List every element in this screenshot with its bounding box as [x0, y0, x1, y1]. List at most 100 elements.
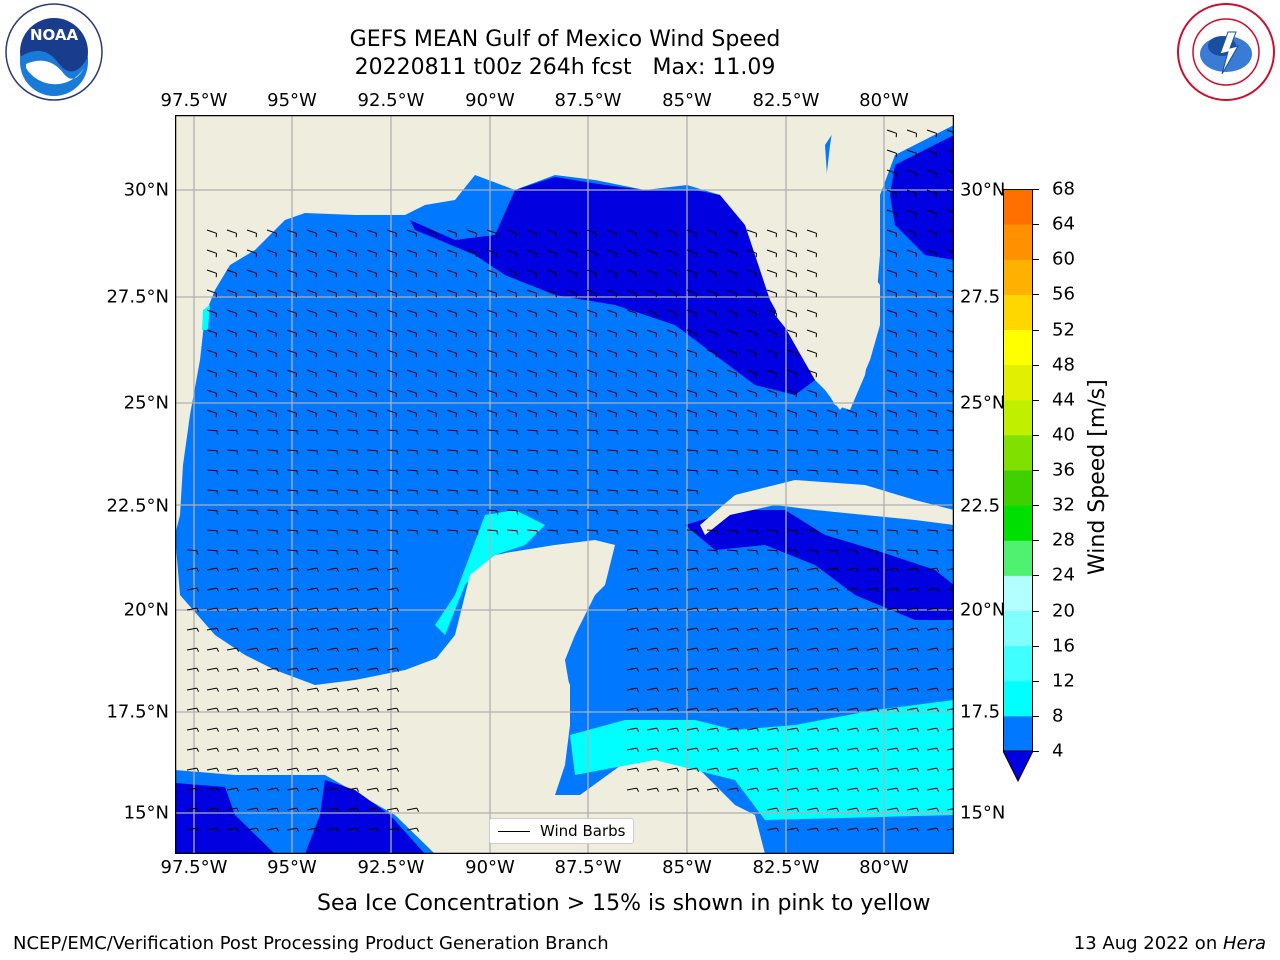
colorbar-tick	[1033, 259, 1039, 261]
wind-barb	[706, 369, 717, 374]
wind-barb-flag	[936, 647, 940, 652]
wind-barb-flag	[236, 490, 239, 495]
wind-barb-flag	[436, 490, 439, 495]
wind-barb	[626, 607, 637, 611]
wind-barb-flag	[836, 530, 839, 535]
wind-barb	[626, 309, 637, 314]
wind-barb-flag	[816, 687, 820, 692]
colorbar-tick-label: 16	[1052, 635, 1075, 657]
lat-tick-right: 30°N	[960, 179, 1006, 201]
wind-barb-flag	[216, 450, 219, 455]
wind-barb-flag	[556, 530, 559, 535]
wind-barb-flag	[496, 490, 499, 495]
wind-barb	[306, 647, 317, 651]
wind-barb-flag	[236, 707, 240, 712]
wind-barb	[266, 249, 277, 254]
wind-barb	[686, 607, 697, 611]
wind-barb	[766, 727, 777, 731]
wind-barb-flag	[796, 530, 799, 535]
wind-barb	[486, 309, 497, 314]
wind-barb	[706, 647, 717, 651]
wind-barb	[786, 627, 797, 631]
wind-barb	[246, 767, 257, 771]
wind-barb	[306, 309, 317, 314]
wind-barb-flag	[856, 470, 859, 475]
colorbar-tick	[1033, 645, 1039, 647]
wind-barb	[326, 409, 337, 414]
wind-barb	[186, 647, 197, 651]
wind-barb	[546, 529, 558, 532]
wind-barb-flag	[396, 687, 400, 692]
wind-barb-flag	[296, 827, 300, 832]
wind-barb-flag	[916, 430, 919, 435]
wind-barb-flag	[896, 747, 900, 752]
wind-barb-flag	[256, 667, 260, 672]
wind-barb	[386, 309, 397, 314]
wind-barb	[886, 627, 897, 631]
wind-barb	[926, 449, 938, 452]
wind-barb-flag	[236, 787, 240, 792]
wind-barb-flag	[196, 767, 200, 772]
wind-barb	[846, 409, 857, 414]
wind-barb	[506, 429, 518, 432]
wind-barb	[886, 567, 897, 571]
wind-barb	[906, 727, 917, 731]
wind-barb-flag	[356, 470, 359, 475]
wind-barb	[306, 587, 317, 591]
wind-barb	[226, 389, 237, 394]
wind-barb	[346, 329, 357, 334]
wind-barb-flag	[576, 510, 579, 515]
wind-barb	[386, 369, 397, 374]
wind-barb	[446, 249, 457, 254]
wind-barb-flag	[896, 827, 900, 832]
wind-barb-flag	[476, 530, 479, 535]
wind-barb	[466, 529, 478, 532]
wind-barb	[246, 529, 258, 532]
wind-barb	[186, 587, 197, 591]
wind-barb	[386, 567, 397, 571]
wind-barb	[546, 369, 557, 374]
wind-barb-flag	[876, 607, 880, 612]
wind-barb	[846, 469, 858, 472]
wind-barb	[826, 687, 837, 691]
wind-barb-flag	[896, 687, 900, 692]
wind-barb	[806, 529, 818, 532]
wind-barb-flag	[656, 587, 660, 592]
colorbar-segment	[1003, 224, 1033, 260]
wind-barb	[826, 707, 837, 711]
wind-barb-flag	[596, 430, 599, 435]
wind-barb	[586, 309, 597, 314]
wind-barb	[246, 647, 257, 651]
wind-barb-flag	[316, 550, 319, 555]
wind-barb	[806, 767, 817, 771]
wind-barb	[906, 169, 917, 174]
wind-barb-flag	[796, 587, 800, 592]
colorbar-tick	[1033, 751, 1039, 752]
wind-barb	[886, 667, 897, 671]
wind-barb-flag	[356, 667, 360, 672]
wind-barb	[686, 249, 697, 254]
wind-barb-flag	[796, 430, 799, 435]
wind-barb-flag	[216, 807, 220, 812]
footer-left: NCEP/EMC/Verification Post Processing Pr…	[13, 933, 609, 954]
wind-barb-flag	[376, 827, 380, 832]
wind-barb	[886, 647, 897, 651]
wind-barb-flag	[816, 530, 819, 535]
wind-barb	[746, 667, 757, 671]
wind-barb	[246, 687, 257, 691]
wind-barb	[626, 489, 638, 492]
colorbar-tick-label: 24	[1052, 564, 1075, 586]
wind-barb	[666, 309, 677, 314]
wind-barb-flag	[856, 587, 860, 592]
wind-barb	[206, 627, 217, 631]
wind-barb	[706, 449, 718, 452]
wind-barb	[386, 747, 397, 751]
wind-barb	[906, 449, 918, 452]
wind-barb	[626, 449, 638, 452]
wind-barb-flag	[296, 727, 300, 732]
wind-barb-flag	[296, 627, 300, 632]
wind-barb-flag	[756, 607, 760, 612]
wind-barb	[506, 249, 517, 254]
wind-barb-flag	[416, 450, 419, 455]
wind-barb	[526, 269, 537, 274]
